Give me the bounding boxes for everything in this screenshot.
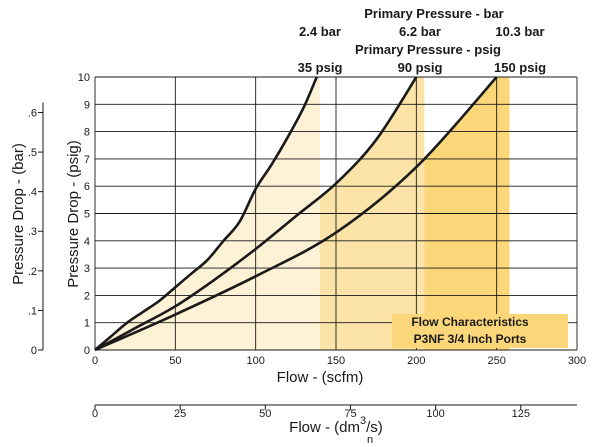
pressure-curves	[94, 76, 498, 352]
secondary-tick-label-0: 0	[92, 408, 98, 420]
series-psig-label-3: 150 psig	[494, 60, 546, 75]
scfm-tick-150: 150	[327, 355, 345, 367]
bar-scale-tick-label-6: .6	[28, 107, 37, 119]
scfm-tick-labels: 0 50 100 150 200 250 300	[92, 355, 586, 367]
psig-tick-8: 8	[84, 127, 90, 139]
annotation-line-1: Flow Characteristics	[411, 315, 529, 329]
psig-tick-4: 4	[84, 236, 90, 248]
grid-lines	[94, 76, 578, 351]
scfm-tick-200: 200	[407, 355, 425, 367]
header-bar-title: Primary Pressure - bar	[364, 6, 503, 21]
psig-tick-0: 0	[84, 345, 90, 357]
psig-tick-2: 2	[84, 290, 90, 302]
bar-scale-tick-label-4: .4	[28, 187, 37, 199]
annotation-background	[392, 314, 568, 348]
bar-scale-tick-label-5: .5	[28, 147, 37, 159]
scfm-tick-100: 100	[246, 355, 264, 367]
flow-region-fills	[95, 77, 510, 350]
secondary-x-label-main: Flow - (dm	[289, 419, 360, 436]
psig-tick-9: 9	[84, 99, 90, 111]
psig-tick-10: 10	[78, 72, 90, 84]
secondary-flow-axis: 0 25 50 75 100 125	[92, 404, 577, 420]
secondary-x-label-sup: 3	[360, 415, 366, 427]
secondary-tick-label-4: 100	[426, 408, 444, 420]
header-psig-title: Primary Pressure - psig	[355, 42, 501, 57]
psig-tick-1: 1	[84, 318, 90, 330]
bar-scale-tick-label-0: 0	[31, 345, 37, 357]
bar-scale-tick-label-3: .3	[28, 226, 37, 238]
x-axis-label-scfm: Flow - (scfm)	[277, 369, 364, 386]
bar-scale-tick-label-1: .1	[28, 305, 37, 317]
pressure-curve-2	[94, 76, 418, 352]
bar-scale: 0 .1 .2 .3 .4 .5 .6	[28, 102, 44, 357]
psig-tick-5: 5	[84, 209, 90, 221]
pressure-curve-1	[94, 76, 318, 351]
y-axis-label-psig: Pressure Drop - (psig)	[65, 140, 82, 288]
scfm-tick-250: 250	[487, 355, 505, 367]
psig-tick-7: 7	[84, 154, 90, 166]
y-axis-label-bar: Pressure Drop - (bar)	[10, 143, 27, 285]
series-psig-label-2: 90 psig	[398, 60, 443, 75]
secondary-x-label-end: /s)	[366, 419, 383, 436]
series-labels: 2.4 bar 35 psig 6.2 bar 90 psig 10.3 bar 150 …	[298, 24, 546, 75]
secondary-x-label-sub: n	[367, 434, 373, 446]
series-psig-label-1: 35 psig	[298, 60, 343, 75]
bar-scale-tick-label-2: .2	[28, 266, 37, 278]
psig-tick-6: 6	[84, 181, 90, 193]
annotation-line-2: P3NF 3/4 Inch Ports	[414, 332, 527, 346]
series-bar-label-2: 6.2 bar	[399, 24, 441, 39]
secondary-tick-label-5: 125	[512, 408, 530, 420]
pressure-curve-3	[94, 76, 498, 352]
secondary-tick-label-1: 25	[174, 408, 186, 420]
flow-fill-1	[95, 77, 320, 350]
psig-tick-labels: 0 1 2 3 4 5 6 7 8 9 10	[78, 72, 90, 357]
series-bar-label-3: 10.3 bar	[495, 24, 544, 39]
series-bar-label-1: 2.4 bar	[299, 24, 341, 39]
secondary-tick-label-3: 75	[344, 408, 356, 420]
flow-fill-2	[95, 77, 425, 350]
secondary-x-axis-label: Flow - (dm3/s)	[289, 415, 383, 436]
psig-tick-3: 3	[84, 263, 90, 275]
scfm-tick-300: 300	[568, 355, 586, 367]
secondary-tick-label-2: 50	[259, 408, 271, 420]
scfm-tick-0: 0	[92, 355, 98, 367]
scfm-tick-50: 50	[169, 355, 181, 367]
